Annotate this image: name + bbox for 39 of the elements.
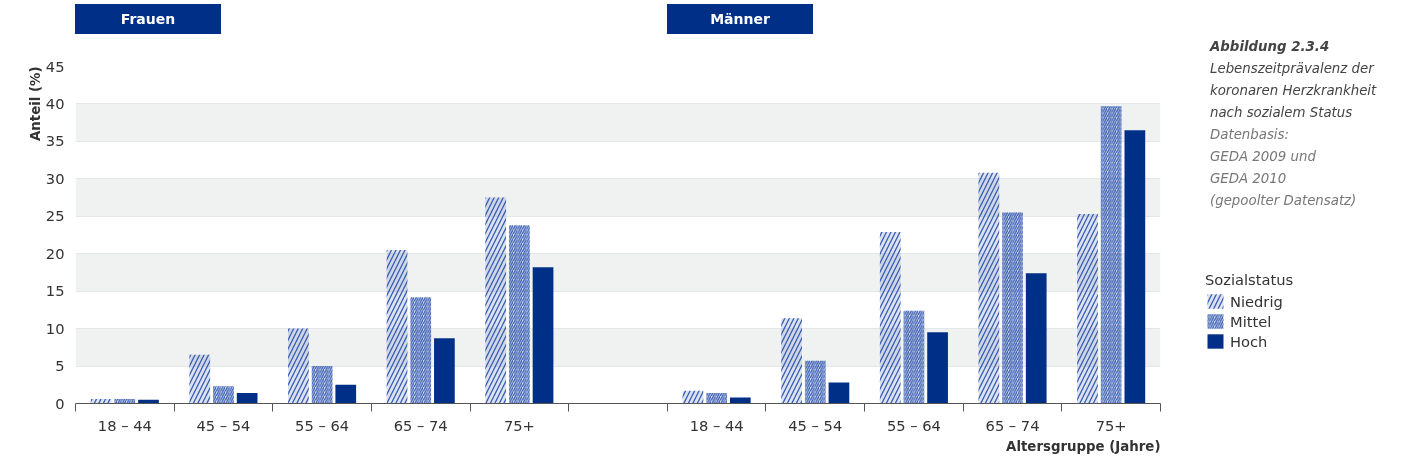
legend-label: Mittel [1230, 312, 1272, 330]
text: Frauen [75, 4, 221, 34]
x-tick-label: 18 – 44 [97, 416, 152, 434]
y-tick-label: 45 [45, 57, 65, 75]
y-tick-label: 25 [45, 207, 65, 225]
x-tick-label: 55 – 64 [886, 416, 941, 434]
bar [927, 332, 948, 404]
x-tick-label: 45 – 54 [196, 416, 251, 434]
text: Abbildung 2.3.4 [1210, 38, 1331, 56]
y-tick-label: 0 [55, 394, 65, 412]
text: Lebenszeitprävalenz der koronaren Herzkrankheit nach sozialem Status [1210, 60, 1377, 122]
y-tick-label: 10 [45, 319, 65, 337]
x-tick-label: 18 – 44 [689, 416, 744, 434]
x-tick-label: 65 – 74 [985, 416, 1040, 434]
legend-label: Niedrig [1230, 292, 1283, 310]
y-tick-label: 15 [45, 282, 65, 300]
bar [1025, 273, 1047, 404]
y-tick-label: 5 [55, 357, 65, 375]
legend-title: Sozialstatus [1205, 271, 1294, 288]
y-tick-label: 40 [45, 94, 65, 112]
y-tick-label: 30 [45, 169, 65, 187]
x-tick-label: 45 – 54 [788, 416, 843, 434]
legend-label: Hoch [1230, 332, 1268, 350]
bar [1124, 130, 1146, 404]
y-tick-label: 20 [45, 244, 65, 262]
bar [532, 267, 554, 404]
x-tick-label: 55 – 64 [295, 416, 350, 434]
bar [335, 384, 357, 404]
bar [434, 338, 455, 404]
x-tick-label: 75+ [1095, 416, 1127, 434]
y-axis-title: Anteil (%) [27, 66, 43, 142]
x-axis-title: Altersgruppe (Jahre) [1006, 438, 1161, 454]
x-tick-label: 65 – 74 [393, 416, 448, 434]
text: Datenbasis: GEDA 2009 und GEDA 2010 (gepoolter Datensatz) [1210, 126, 1358, 210]
bar [236, 393, 258, 404]
x-tick-label: 75+ [503, 416, 535, 434]
bar [828, 382, 850, 404]
text: Männer [667, 4, 813, 34]
y-tick-label: 35 [45, 132, 65, 150]
